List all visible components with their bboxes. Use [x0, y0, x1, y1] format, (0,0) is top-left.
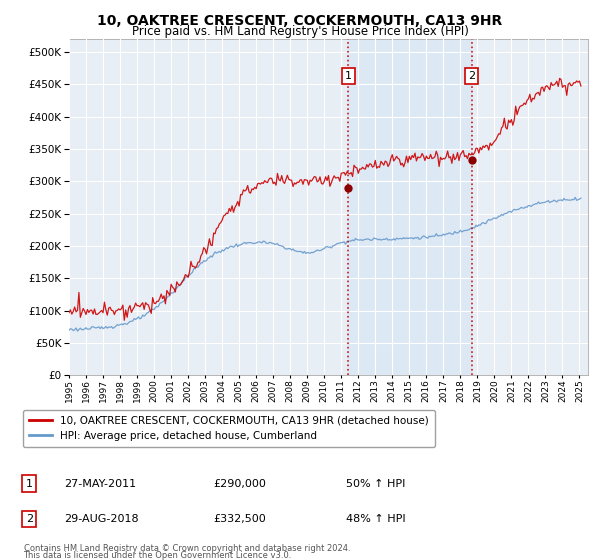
Text: This data is licensed under the Open Government Licence v3.0.: This data is licensed under the Open Gov…	[23, 551, 292, 560]
Text: 2: 2	[26, 514, 33, 524]
Text: 1: 1	[345, 71, 352, 81]
Text: £332,500: £332,500	[214, 514, 266, 524]
Bar	[349, 39, 472, 375]
Text: 27-MAY-2011: 27-MAY-2011	[64, 479, 136, 488]
Text: 29-AUG-2018: 29-AUG-2018	[64, 514, 139, 524]
Legend: 10, OAKTREE CRESCENT, COCKERMOUTH, CA13 9HR (detached house), HPI: Average price: 10, OAKTREE CRESCENT, COCKERMOUTH, CA13 …	[23, 409, 436, 447]
Text: 1: 1	[26, 479, 33, 488]
Text: 10, OAKTREE CRESCENT, COCKERMOUTH, CA13 9HR: 10, OAKTREE CRESCENT, COCKERMOUTH, CA13 …	[97, 14, 503, 28]
Text: 48% ↑ HPI: 48% ↑ HPI	[346, 514, 406, 524]
Text: £290,000: £290,000	[214, 479, 266, 488]
Text: Price paid vs. HM Land Registry's House Price Index (HPI): Price paid vs. HM Land Registry's House …	[131, 25, 469, 38]
Text: 2: 2	[468, 71, 475, 81]
Text: Contains HM Land Registry data © Crown copyright and database right 2024.: Contains HM Land Registry data © Crown c…	[23, 544, 350, 553]
Text: 50% ↑ HPI: 50% ↑ HPI	[346, 479, 406, 488]
